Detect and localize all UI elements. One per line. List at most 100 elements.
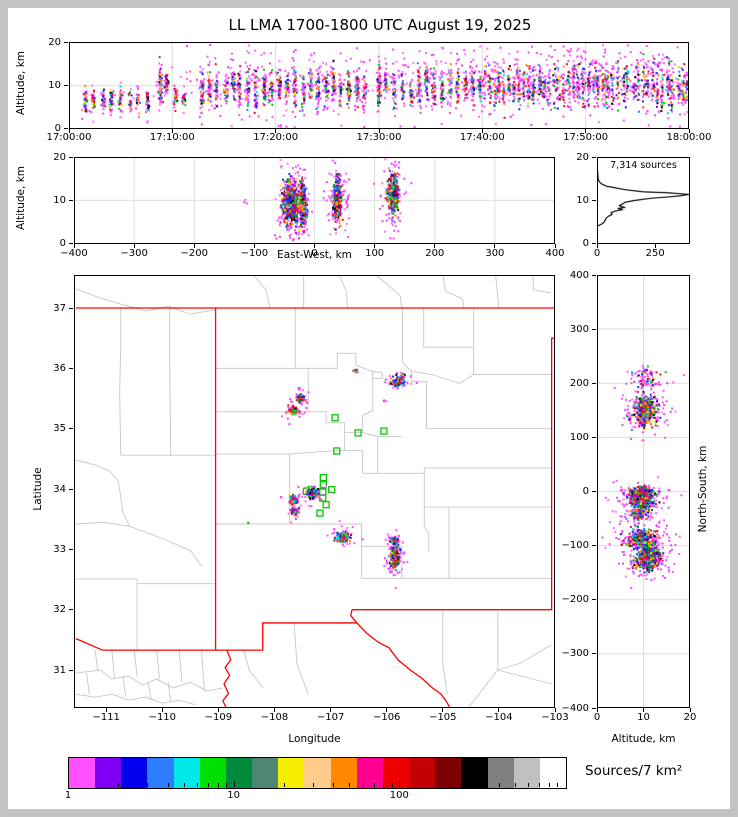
ew-panel-xlabel: East-West, km: [277, 249, 352, 261]
ns-panel-ylabel: North-South, km: [697, 445, 709, 533]
colorbar-tick: [312, 783, 314, 787]
tick: [592, 599, 596, 601]
tick: [592, 545, 596, 547]
tick: [654, 243, 656, 248]
tick: [688, 128, 690, 133]
tick-label: −107: [316, 712, 345, 723]
colorbar-tick: [499, 783, 501, 787]
colorbar-tick: [373, 783, 375, 787]
tick: [64, 41, 68, 43]
east-west-height-canvas: [74, 157, 555, 244]
tick-label: 20: [576, 151, 589, 163]
tick-label: 0: [593, 247, 601, 259]
tick: [442, 708, 444, 712]
colorbar-tick: [391, 783, 393, 787]
plan-view-map-canvas: [74, 275, 555, 708]
colorbar-segment: [487, 758, 514, 788]
tick-label: 17:00:00: [46, 132, 92, 143]
colorbar-segment: [409, 758, 436, 788]
tick: [171, 128, 173, 133]
colorbar-segment: [435, 758, 462, 788]
colorbar-segment: [304, 758, 331, 788]
tick: [69, 367, 73, 369]
tick: [193, 243, 195, 248]
tick-label: 35: [53, 423, 66, 435]
tick: [596, 243, 598, 248]
tick-label: 20: [683, 712, 697, 723]
tick: [481, 128, 483, 133]
colorbar-tick: [383, 783, 385, 787]
tick-label: 0: [54, 123, 61, 134]
altitude-histogram-panel: [597, 157, 690, 244]
colorbar-tick: [167, 783, 169, 787]
north-south-height-panel: [597, 275, 690, 708]
colorbar-tick-label: 1: [64, 790, 72, 801]
time-height-canvas: [69, 42, 689, 129]
tick-label: −300: [120, 247, 148, 259]
colorbar-segment: [539, 758, 566, 788]
colorbar-segment: [252, 758, 279, 788]
tick: [274, 708, 275, 712]
tick-label: −103: [541, 712, 569, 723]
tick: [161, 708, 163, 712]
tick-label: 10: [53, 194, 66, 206]
tick: [253, 243, 255, 248]
tick-label: 17:40:00: [459, 132, 505, 143]
tick: [592, 382, 596, 384]
tick-label: −109: [204, 712, 233, 723]
tick: [592, 243, 596, 244]
ns-panel-xlabel: Altitude, km: [611, 733, 676, 745]
tick-label: 34: [53, 483, 66, 495]
tick-label: 37: [53, 302, 66, 314]
tick: [689, 708, 691, 712]
tick: [69, 428, 73, 430]
tick-label: 20: [48, 36, 61, 48]
tick: [73, 243, 75, 248]
time-height-panel: [69, 42, 689, 129]
tick-label: −100: [240, 247, 269, 259]
colorbar-tick: [196, 783, 198, 787]
colorbar-tick: [117, 783, 119, 787]
tick: [592, 491, 596, 492]
tick-label: 33: [53, 543, 66, 555]
altitude-histogram-canvas: [597, 157, 690, 244]
tick: [592, 653, 596, 655]
tick: [378, 128, 380, 133]
colorbar-tick: [333, 783, 335, 787]
tick-label: 0: [582, 486, 589, 497]
tick: [217, 708, 219, 712]
tick-label: 0: [59, 238, 66, 249]
tick: [643, 708, 644, 712]
tick-label: −104: [485, 712, 513, 723]
map-xlabel: Longitude: [288, 733, 341, 745]
tick-label: 0: [582, 238, 589, 249]
tick: [64, 84, 68, 86]
tick: [69, 609, 73, 611]
colorbar-tick: [515, 783, 517, 787]
tick-label: −100: [561, 540, 589, 552]
tick: [596, 708, 598, 712]
colorbar-tick: [349, 783, 351, 787]
tick-label: 100: [569, 431, 589, 443]
tick-label: 32: [53, 604, 66, 616]
tick: [275, 128, 277, 133]
tick-label: 300: [485, 247, 505, 259]
tick-label: −400: [60, 247, 88, 259]
tick-label: 17:10:00: [149, 132, 195, 143]
tick-label: 17:50:00: [563, 132, 609, 143]
tick: [330, 708, 332, 712]
tick: [69, 307, 73, 309]
tick-label: 17:30:00: [356, 132, 402, 143]
tick-label: −108: [260, 712, 289, 723]
colorbar-tick: [226, 783, 228, 787]
tick-label: −300: [561, 648, 589, 660]
tick-label: 100: [365, 247, 385, 259]
colorbar-segment: [330, 758, 357, 788]
tick-label: 200: [569, 377, 589, 389]
tick-label: 250: [645, 247, 665, 259]
tick-label: 36: [53, 362, 66, 374]
tick: [592, 436, 596, 438]
colorbar-tick: [399, 781, 401, 787]
tick: [554, 708, 556, 712]
